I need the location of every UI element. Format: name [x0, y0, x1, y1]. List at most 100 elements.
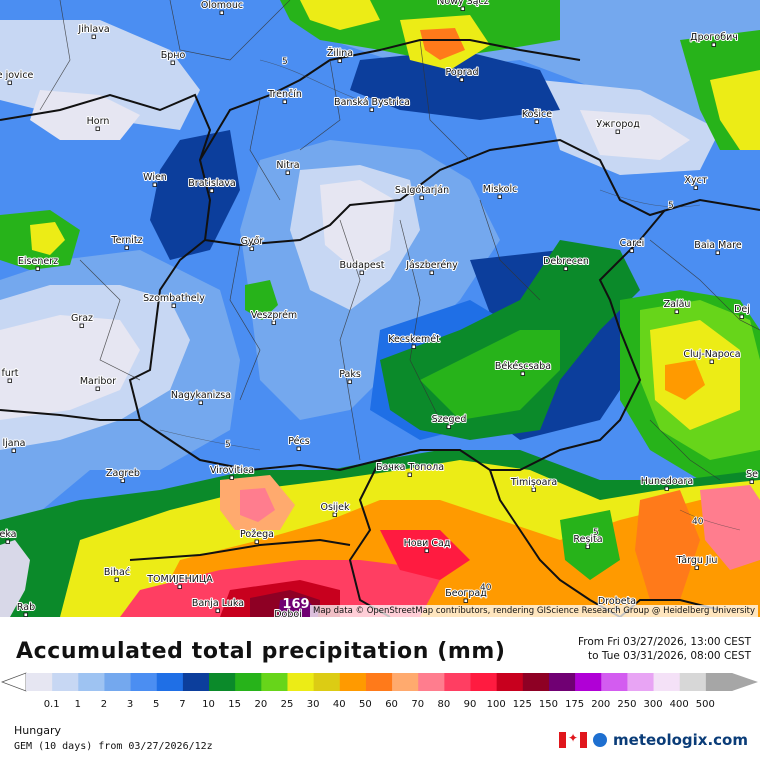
legend-label: 1 [74, 699, 81, 710]
city-p-cs: Pécs [287, 435, 311, 451]
city-label: Osijek [320, 502, 350, 513]
city-label: Győr [241, 236, 264, 247]
city-ternitz: Ternitz [109, 234, 144, 250]
city-label: Paks [339, 369, 361, 380]
city-marker [7, 80, 12, 85]
map-footer: Accumulated total precipitation (mm) Fro… [0, 617, 760, 760]
city-szombathely: Szombathely [142, 292, 206, 308]
legend-swatch [627, 673, 655, 691]
legend-swatch [209, 673, 236, 691]
legend-swatch [679, 673, 707, 691]
city-re-ita: Reșita [572, 533, 604, 549]
city-dej: Dej [733, 303, 751, 319]
city-kecskem-t: Kecskemét [387, 333, 441, 349]
city-marker [424, 548, 429, 553]
city-label: Se [746, 469, 758, 480]
city-marker [531, 487, 536, 492]
legend-labels: 0.1 1 2 3 5 7 10 15 20 25 30 40 50 60 70 80 90 100 125 150 1… [0, 699, 760, 713]
legend-swatch [470, 673, 498, 691]
city-bansk-bystrica: Banská Bystrica [333, 96, 411, 112]
precip-zone-01mm-north [30, 90, 140, 140]
contour-label-layer: 5 5 5 5 40 40 [224, 56, 704, 594]
city-marker [459, 77, 464, 82]
legend-label: 175 [565, 699, 585, 710]
city-marker [282, 99, 287, 104]
city-hunedoara: Hunedoara [640, 475, 694, 491]
city-t-rgu-jiu: Târgu Jiu [675, 554, 718, 570]
city-label: Bihać [104, 567, 130, 578]
city-olomouc: Olomouc [200, 0, 244, 15]
legend-swatch [601, 673, 628, 691]
city-marker [407, 472, 412, 477]
city-marker [711, 42, 716, 47]
period-from: From Fri 03/27/2026, 13:00 CEST [577, 636, 751, 648]
city-poprad: Poprad [445, 66, 480, 82]
city-label: Târgu Jiu [676, 555, 718, 566]
city-label: Salgótarján [395, 185, 449, 196]
city-paks: Paks [338, 368, 362, 384]
city-bratislava: Bratislava [187, 177, 237, 193]
legend-label: 80 [437, 699, 451, 710]
city-label: Wien [143, 172, 167, 183]
city-label: Eisenerz [18, 256, 58, 267]
city-marker [35, 266, 40, 271]
adriatic-sea [0, 540, 30, 617]
city-label: Žilina [327, 47, 353, 59]
legend-label: 500 [695, 699, 715, 710]
city-marker [124, 245, 129, 250]
city-salg-tarj-n: Salgótarján [394, 184, 450, 200]
city-veszpr-m: Veszprém [250, 309, 298, 325]
city-label: Cluj-Napoca [683, 349, 740, 360]
city-timi-oara: Timișoara [509, 476, 558, 492]
map-attribution: Map data © OpenStreetMap contributors, r… [310, 605, 758, 617]
legend-min-arrow [1, 672, 27, 692]
city-marker [171, 303, 176, 308]
city-label: Olomouc [201, 0, 243, 11]
legend-label: 20 [254, 699, 268, 710]
city-label: Szeged [432, 414, 467, 425]
city-layer: Olomouc Nowy Sącz Jihlava Žilina Брно Дрогоби… [0, 0, 759, 617]
city-eka: eka [0, 528, 18, 544]
city-ko-ice: Košice [521, 108, 553, 124]
meteologix-globe-icon [593, 733, 608, 747]
city-marker [693, 185, 698, 190]
city-baia-mare: Baia Mare [693, 239, 743, 255]
model-info: GEM (10 days) from 03/27/2026/12z [14, 741, 213, 752]
city-marker [152, 182, 157, 187]
city-label: Banská Bystrica [334, 97, 410, 108]
contour-value-label: 5 [593, 528, 599, 538]
legend-swatch [653, 673, 681, 691]
city--: Бачка Топола [375, 461, 445, 477]
city-marker [739, 314, 744, 319]
city-marker [347, 379, 352, 384]
city-horn: Horn [86, 115, 110, 131]
legend-label: 70 [411, 699, 425, 710]
period-to: to Tue 03/31/2026, 08:00 CEST [588, 650, 751, 662]
canada-flag-icon [559, 731, 588, 748]
city-carei: Carei [619, 237, 645, 253]
city-marker [229, 475, 234, 480]
legend-swatch [182, 673, 210, 691]
precip-zone-01mm-west [0, 315, 140, 420]
city-label: Trenčín [267, 89, 302, 100]
precipitation-map: Olomouc Nowy Sącz Jihlava Žilina Брно Дрогоби… [0, 0, 760, 617]
precip-zone-green-spot [245, 280, 278, 320]
city-label: Nitra [276, 160, 299, 171]
city-marker [198, 400, 203, 405]
city-label: Ternitz [110, 235, 142, 246]
city-marker [114, 577, 119, 582]
precip-zone-175mm-south [278, 597, 318, 617]
legend-swatch [235, 673, 262, 691]
legend-swatch [156, 673, 184, 691]
regional-borders [39, 0, 760, 481]
city-marker [7, 378, 12, 383]
city-label: Banja Luka [192, 598, 244, 609]
city-marker [463, 598, 468, 603]
city-label: Ужгород [596, 119, 640, 130]
city-label: Doboj [274, 609, 302, 617]
city-label: Debrecen [543, 256, 589, 267]
city-label: Брно [161, 50, 186, 61]
brand-logo[interactable]: meteologix.com [559, 731, 748, 749]
legend-swatch [261, 673, 288, 691]
city-marker [419, 195, 424, 200]
